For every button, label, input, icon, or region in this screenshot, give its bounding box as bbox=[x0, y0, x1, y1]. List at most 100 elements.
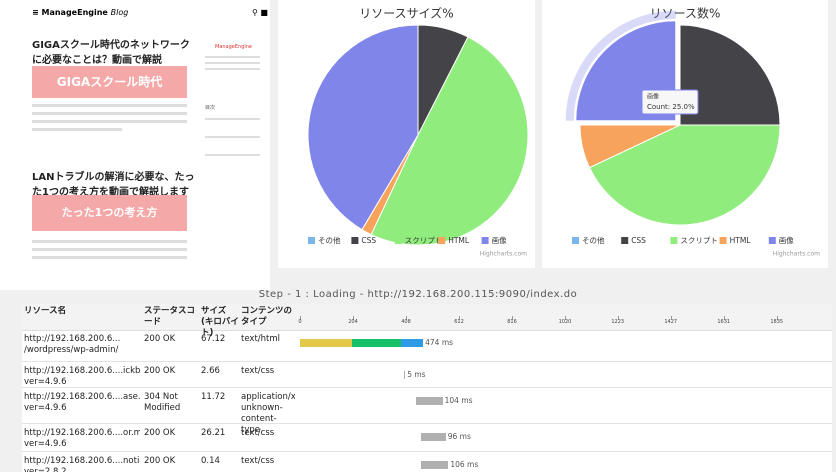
table-cell: http://192.168.200.6....or.min.css?ver=4… bbox=[24, 428, 140, 449]
table-cell: 0.14 bbox=[201, 456, 220, 466]
row-separator bbox=[22, 387, 832, 388]
tick-mark bbox=[353, 316, 354, 320]
legend-swatch bbox=[621, 237, 629, 244]
logo: ManageEngine bbox=[41, 8, 108, 17]
legend-swatch bbox=[719, 237, 727, 244]
tick-mark bbox=[723, 316, 725, 320]
legend-swatch bbox=[572, 237, 579, 244]
text-line bbox=[205, 154, 260, 156]
table-cell: 200 OK bbox=[144, 456, 176, 466]
row-separator bbox=[22, 361, 832, 362]
table-cell: 304 Not Modified bbox=[144, 392, 181, 413]
duration-label: 96 ms bbox=[447, 432, 471, 441]
table-cell: 2.66 bbox=[201, 366, 220, 376]
column-header: ステータスコード bbox=[144, 306, 196, 327]
legend-label: CSS bbox=[631, 236, 646, 245]
legend-label: 画像 bbox=[492, 235, 507, 245]
x-tick-label: 1020 bbox=[558, 319, 572, 325]
table-cell: http://192.168.200.6....ickbox.css?ver=4… bbox=[24, 366, 140, 387]
text-line bbox=[32, 112, 187, 115]
column-header: リソース名 bbox=[24, 306, 67, 316]
tick-mark bbox=[459, 316, 460, 320]
pie-slice bbox=[370, 36, 529, 246]
table-cell: 11.72 bbox=[201, 392, 226, 402]
x-tick-label: 612 bbox=[454, 319, 464, 325]
header-row bbox=[22, 304, 832, 331]
legend-label: HTML bbox=[730, 236, 752, 245]
column-header: コンテンツのタイプ bbox=[241, 306, 293, 327]
credits: Highcharts.com bbox=[480, 251, 527, 258]
blog-logo: ≡ ManageEngine Blog bbox=[32, 8, 129, 17]
text-line bbox=[205, 136, 260, 138]
row-separator bbox=[22, 423, 832, 424]
waterfall-bar bbox=[351, 339, 402, 347]
tooltip-text: Count: 25.0% bbox=[647, 103, 695, 111]
tick-mark bbox=[406, 316, 407, 320]
legend-label: スクリプト bbox=[405, 236, 443, 245]
duration-label: 5 ms bbox=[407, 370, 426, 379]
tick-mark bbox=[565, 316, 566, 320]
legend-swatch bbox=[394, 237, 402, 244]
table-cell: 200 OK bbox=[144, 334, 176, 344]
text-line bbox=[32, 256, 187, 259]
pie-slice bbox=[307, 24, 419, 231]
tooltip bbox=[641, 89, 699, 115]
column-header: サイズ (キロバイト) bbox=[201, 306, 239, 338]
resource-table: リソース名 ステータスコード サイズ (キロバイト) コンテンツのタイプ 0 204 408… bbox=[22, 304, 832, 472]
tooltip-category: 画像 bbox=[647, 93, 659, 101]
text-line bbox=[205, 68, 260, 70]
post-title[interactable]: LANトラブルの解消に必要な、たった1つの考え方を動画で解説します bbox=[32, 172, 195, 198]
table-cell: text/css bbox=[241, 428, 275, 438]
chart-title: リソース数% bbox=[650, 6, 721, 21]
waterfall-bar bbox=[403, 371, 406, 379]
chart-title: リソースサイズ% bbox=[359, 6, 453, 21]
pie-slice bbox=[679, 24, 781, 126]
x-tick-label: 1835 bbox=[770, 319, 784, 325]
duration-label: 106 ms bbox=[450, 460, 479, 469]
text-line bbox=[205, 62, 260, 64]
tick-mark bbox=[776, 316, 778, 320]
text-line bbox=[32, 248, 187, 251]
legend-label: CSS bbox=[361, 236, 376, 245]
tick-mark bbox=[617, 316, 619, 320]
tick-mark bbox=[670, 316, 672, 320]
table-cell: http://192.168.200.6... /wordpress/wp-ad… bbox=[24, 334, 121, 355]
legend-swatch bbox=[768, 237, 776, 244]
pie-slice bbox=[579, 124, 681, 169]
x-tick-label: 204 bbox=[348, 319, 358, 325]
x-tick-label: 408 bbox=[401, 319, 411, 325]
banner: GIGAスクール時代 bbox=[32, 66, 187, 98]
x-tick-label: 1427 bbox=[664, 319, 678, 325]
table-cell: text/html bbox=[241, 334, 281, 344]
table-cell: 26.21 bbox=[201, 428, 226, 438]
table-cell: application/x-unknown-content-type bbox=[241, 392, 295, 435]
step-title: Step - 1 : Loading - http://192.168.200.… bbox=[258, 289, 578, 300]
sidebar-toc: 目次 bbox=[205, 105, 216, 111]
waterfall-bar bbox=[420, 461, 449, 469]
post-title[interactable]: GIGAスクール時代のネットワークに必要なことは？動画で解説 bbox=[32, 40, 190, 66]
text-line bbox=[205, 56, 260, 58]
row-separator bbox=[22, 451, 832, 452]
waterfall-bar bbox=[300, 339, 352, 347]
legend-label: 画像 bbox=[779, 235, 794, 245]
legend-swatch bbox=[670, 237, 678, 244]
waterfall-bar bbox=[415, 397, 443, 405]
slice-halo bbox=[565, 10, 676, 121]
legend-swatch bbox=[438, 237, 446, 244]
banner: たった1つの考え方 bbox=[32, 195, 187, 231]
logo-suffix: Blog bbox=[110, 8, 129, 17]
text-line bbox=[32, 120, 187, 123]
table-cell: 200 OK bbox=[144, 366, 176, 376]
pie-slice bbox=[588, 124, 781, 226]
text-line bbox=[205, 118, 260, 120]
text-line bbox=[32, 104, 187, 107]
legend-swatch bbox=[481, 237, 489, 244]
search-icon[interactable]: ⚲ ■ bbox=[252, 8, 268, 17]
text-line bbox=[32, 240, 187, 243]
x-tick-label: 1631 bbox=[717, 319, 731, 325]
table-cell: 67.12 bbox=[201, 334, 226, 344]
x-tick-label: 1223 bbox=[611, 319, 625, 325]
legend-swatch bbox=[351, 237, 359, 244]
